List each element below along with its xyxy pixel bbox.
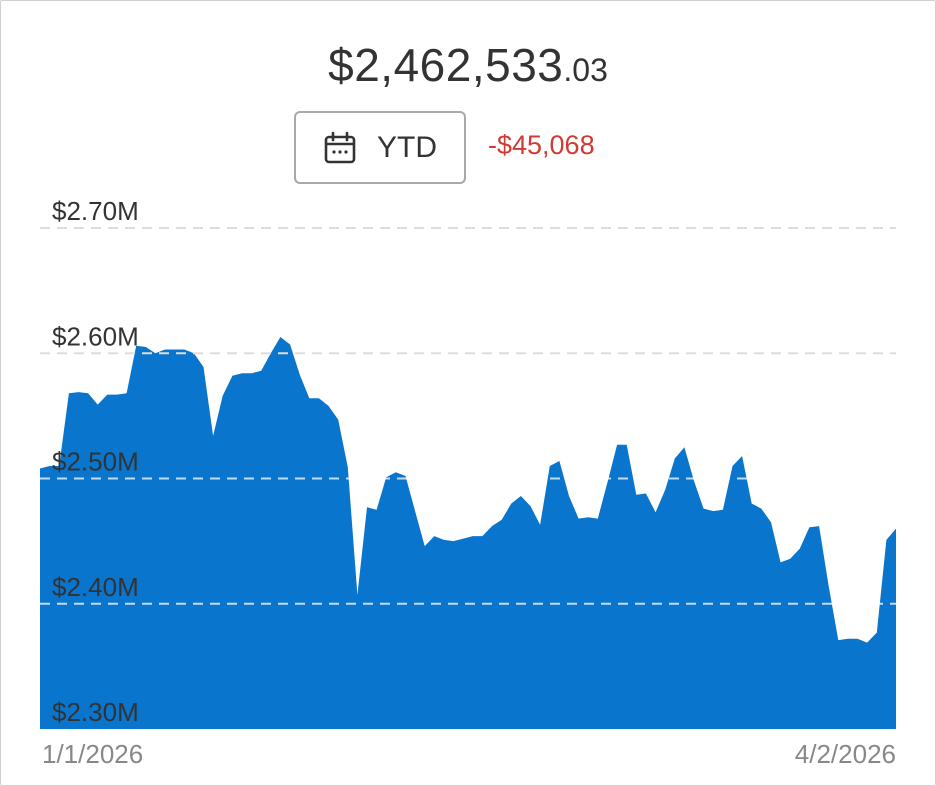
range-selector-button[interactable]: YTD	[294, 111, 466, 184]
y-axis-labels: $2.70M $2.60M $2.50M $2.40M $2.30M	[52, 196, 139, 727]
portfolio-balance: $2,462,533.03	[0, 42, 936, 88]
calendar-icon	[324, 131, 356, 163]
balance-main: $2,462,533	[328, 39, 564, 91]
y-tick-label: $2.50M	[52, 447, 139, 477]
range-label: YTD	[377, 130, 437, 164]
series-area	[40, 337, 896, 729]
change-amount: -$45,068	[488, 130, 595, 160]
y-tick-label: $2.30M	[52, 697, 139, 727]
x-tick-label: 4/2/2026	[795, 739, 896, 769]
balance-cents: .03	[563, 52, 608, 88]
y-tick-label: $2.40M	[52, 572, 139, 602]
y-tick-label: $2.60M	[52, 321, 139, 351]
x-axis-labels: 1/1/2026 4/2/2026	[42, 739, 896, 769]
x-tick-label: 1/1/2026	[42, 739, 143, 769]
grid-lines	[40, 227, 896, 605]
y-tick-label: $2.70M	[52, 196, 139, 226]
